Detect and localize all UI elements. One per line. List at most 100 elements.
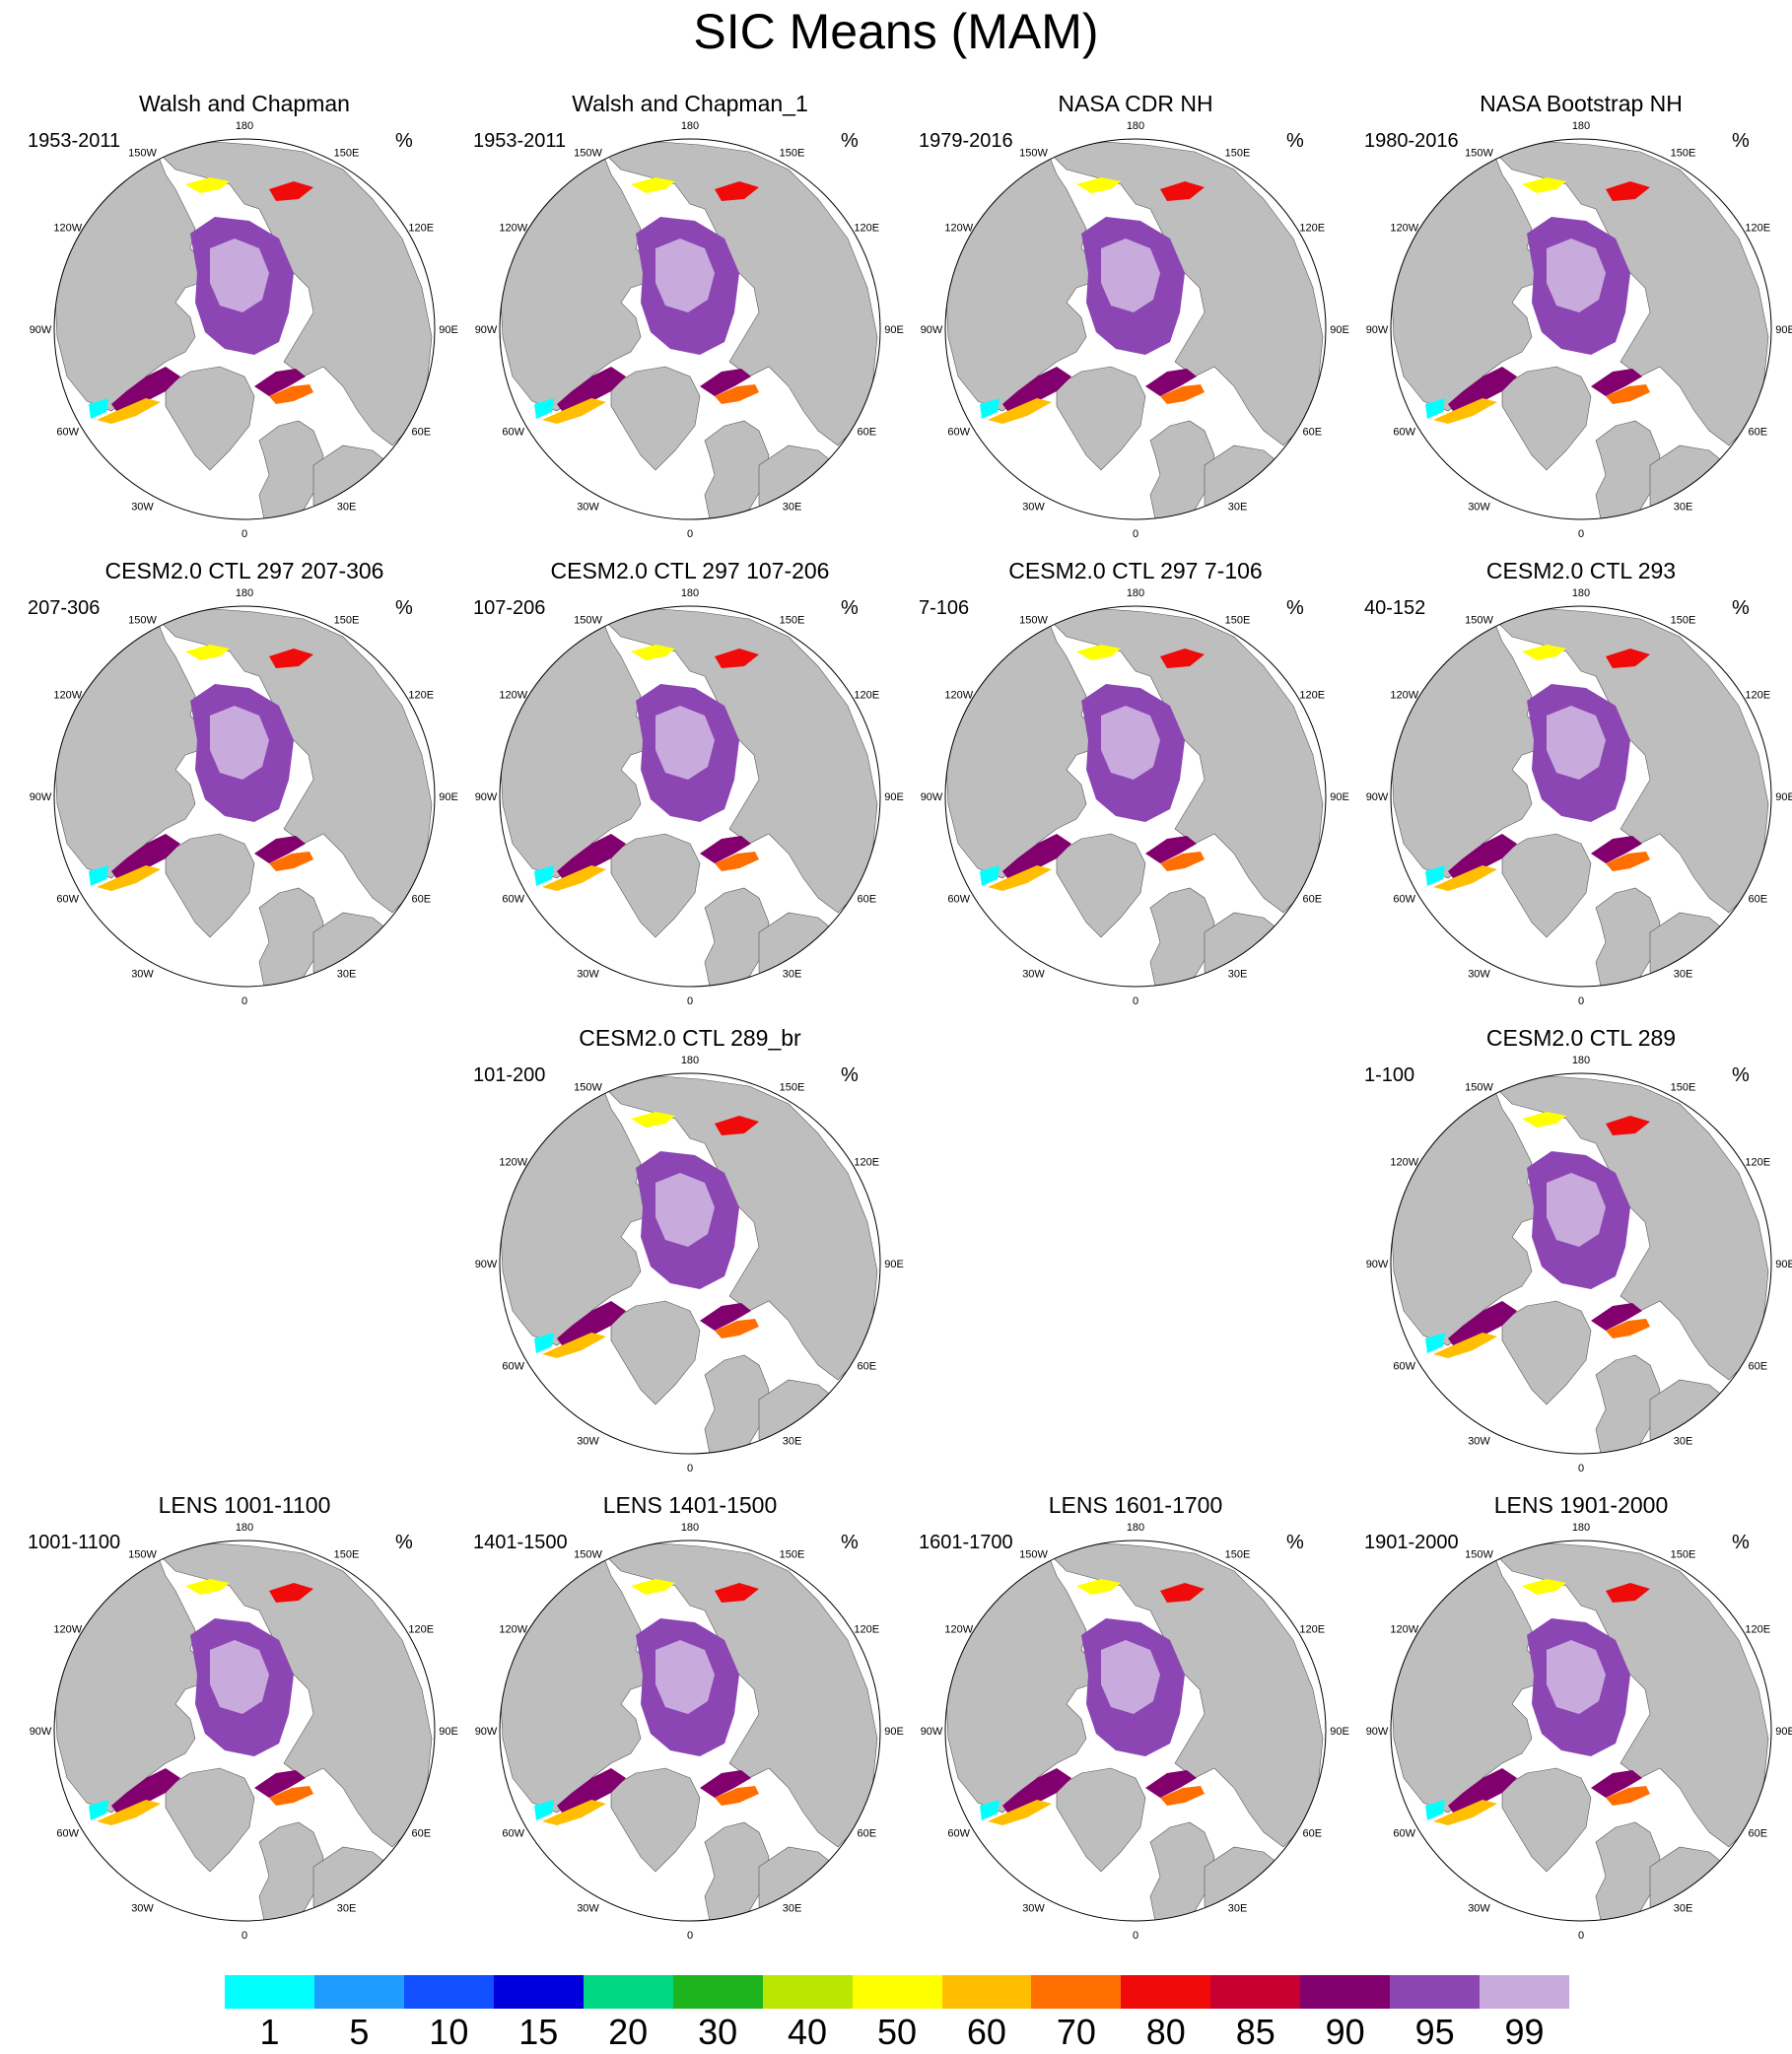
- longitude-label: 150E: [1671, 1549, 1696, 1561]
- longitude-label: 150E: [1225, 615, 1251, 627]
- panel-year-range: 101-200: [473, 1064, 546, 1086]
- longitude-label: 60W: [947, 894, 970, 906]
- longitude-label: 0: [1578, 1463, 1584, 1474]
- sea-ice-region: [1002, 834, 1071, 878]
- longitude-label: 30W: [1468, 501, 1490, 513]
- longitude-label: 120E: [1745, 1624, 1770, 1636]
- longitude-label: 150W: [1465, 615, 1493, 627]
- colorbar-tick-label: 80: [1145, 2012, 1186, 2052]
- sea-ice-region: [715, 1786, 759, 1806]
- sea-ice-region: [1002, 1768, 1071, 1813]
- sea-ice-region: [542, 398, 606, 424]
- sea-ice-region: [1591, 1770, 1642, 1798]
- sea-ice-region: [1433, 1333, 1497, 1358]
- longitude-label: 120W: [1390, 1157, 1418, 1169]
- longitude-label: 90W: [475, 324, 498, 336]
- panel-unit: %: [1286, 1532, 1304, 1553]
- longitude-label: 30W: [131, 1902, 154, 1914]
- colorbar-swatch: [313, 1975, 404, 2009]
- longitude-label: 120E: [1299, 690, 1325, 702]
- land-mass: [600, 1075, 878, 1381]
- sea-ice-region: [1522, 177, 1566, 193]
- longitude-label: 30E: [783, 501, 802, 513]
- longitude-label: 0: [687, 1930, 693, 1942]
- longitude-label: 180: [1127, 120, 1144, 132]
- longitude-label: 150W: [574, 148, 602, 160]
- map-boundary: [499, 138, 881, 520]
- sea-ice-region: [534, 865, 554, 886]
- land-mass: [1649, 912, 1745, 987]
- panel-year-range: 1980-2016: [1364, 130, 1459, 152]
- longitude-label: 30E: [337, 968, 357, 980]
- polar-map: 180 150E 120E 90E 60E 30E 0 30W 60W 90W 120W 150W: [921, 120, 1349, 540]
- colorbar-tick-label: 5: [349, 2012, 370, 2052]
- sea-ice-region: [700, 369, 751, 396]
- longitude-label: 90W: [921, 791, 943, 803]
- longitude-label: 180: [681, 587, 699, 599]
- colorbar-swatch: [852, 1975, 942, 2009]
- longitude-label: 90W: [30, 324, 52, 336]
- sea-ice-region: [1606, 181, 1650, 201]
- polar-map: 180 150E 120E 90E 60E 30E 0 30W 60W 90W 120W 150W: [475, 120, 904, 540]
- colorbar-tick-label: 30: [698, 2012, 738, 2052]
- longitude-label: 0: [241, 528, 247, 540]
- sea-ice-region: [1145, 1770, 1197, 1798]
- longitude-label: 120W: [944, 223, 973, 235]
- sea-ice-region: [254, 1770, 306, 1798]
- longitude-label: 0: [241, 995, 247, 1007]
- land-mass: [1204, 445, 1299, 519]
- map-boundary: [944, 605, 1327, 988]
- longitude-label: 60E: [411, 1828, 431, 1840]
- page-title: SIC Means (MAM): [693, 4, 1099, 59]
- longitude-label: 180: [681, 120, 699, 132]
- sea-ice-region: [1425, 1800, 1445, 1820]
- sea-ice-region: [89, 398, 108, 419]
- longitude-label: 60W: [56, 894, 79, 906]
- longitude-label: 150W: [128, 1549, 157, 1561]
- sea-ice-region: [1522, 645, 1566, 660]
- land-mass: [1491, 141, 1769, 446]
- panel-unit: %: [841, 1064, 859, 1086]
- land-mass: [610, 833, 701, 938]
- longitude-label: 150E: [1671, 615, 1696, 627]
- panel-unit: %: [1732, 130, 1750, 152]
- panel-year-range: 107-206: [473, 597, 546, 619]
- longitude-label: 90W: [1366, 324, 1389, 336]
- map-panel: 180 150E 120E 90E 60E 30E 0 30W 60W 90W 120W 150W LE…: [18, 1492, 491, 1955]
- sea-ice-region: [988, 865, 1052, 891]
- colorbar-swatch: [1300, 1975, 1391, 2009]
- sea-ice-region: [631, 1579, 675, 1595]
- sea-ice-region: [557, 834, 626, 878]
- longitude-label: 30W: [1022, 1902, 1045, 1914]
- longitude-label: 180: [681, 1522, 699, 1534]
- longitude-label: 0: [687, 528, 693, 540]
- land-mass: [758, 445, 854, 519]
- sea-ice-region: [655, 1173, 715, 1247]
- sea-ice-region: [557, 1301, 626, 1345]
- sea-ice-region: [542, 1800, 606, 1825]
- map-boundary: [53, 1540, 436, 1922]
- longitude-label: 0: [687, 1463, 693, 1474]
- panel-year-range: 1953-2011: [473, 130, 567, 152]
- colorbar-tick-label: 40: [788, 2012, 828, 2052]
- sea-ice-region: [1547, 239, 1606, 312]
- sea-ice-region: [97, 865, 161, 891]
- map-boundary: [1390, 605, 1772, 988]
- longitude-label: 60W: [947, 1828, 970, 1840]
- polar-map: 180 150E 120E 90E 60E 30E 0 30W 60W 90W 120W 150W: [30, 120, 458, 540]
- longitude-label: 120W: [53, 223, 82, 235]
- panel-unit: %: [1732, 1064, 1750, 1086]
- longitude-label: 60W: [1393, 427, 1415, 439]
- longitude-label: 150E: [1225, 1549, 1251, 1561]
- longitude-label: 60W: [1393, 1361, 1415, 1373]
- longitude-label: 120W: [944, 690, 973, 702]
- longitude-label: 60W: [1393, 1828, 1415, 1840]
- longitude-label: 30W: [131, 968, 154, 980]
- colorbar-tick-label: 1: [259, 2012, 280, 2052]
- panel-unit: %: [841, 1532, 859, 1553]
- longitude-label: 30E: [1228, 1902, 1248, 1914]
- sea-ice-region: [1606, 1319, 1650, 1338]
- longitude-label: 60W: [502, 1361, 524, 1373]
- panel-title: LENS 1901-2000: [1493, 1492, 1669, 1518]
- map-panel: 180 150E 120E 90E 60E 30E 0 30W 60W 90W 120W 150W LE…: [909, 1492, 1382, 1955]
